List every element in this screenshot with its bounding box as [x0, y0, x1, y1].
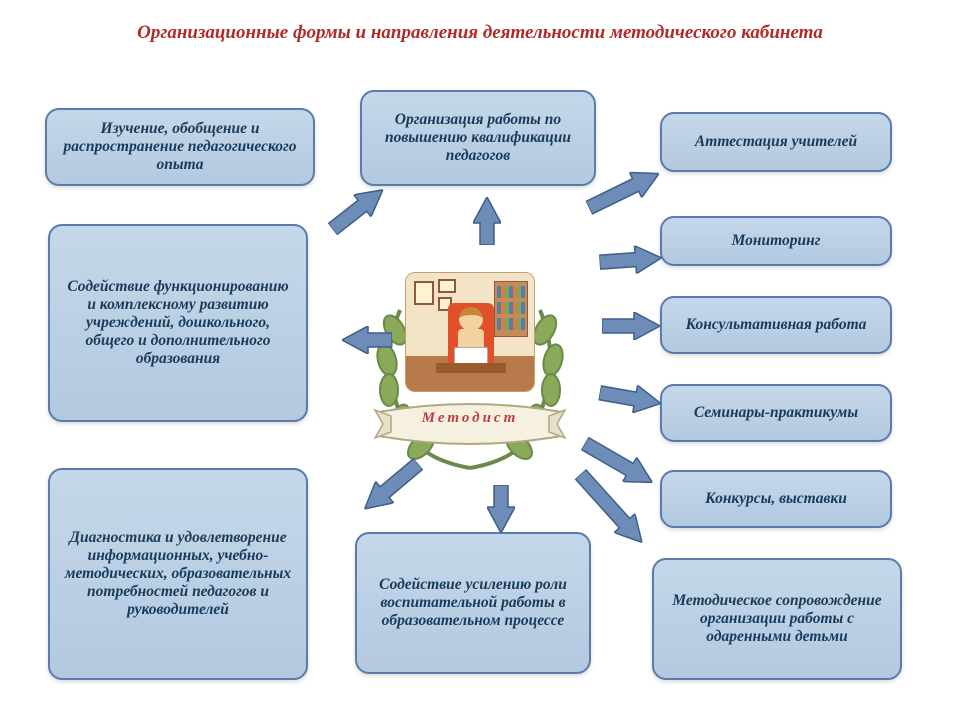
- box-label: Организация работы по повышению квалифик…: [376, 111, 580, 165]
- box-label: Содействие функционированию и комплексно…: [64, 278, 292, 368]
- box-label: Изучение, обобщение и распространение пе…: [61, 120, 299, 174]
- arrow-development: [342, 326, 392, 340]
- box-label: Аттестация учителей: [695, 133, 857, 151]
- box-label: Консультативная работа: [686, 316, 867, 334]
- arrow-study-experience: [332, 190, 391, 240]
- box-diagnostics: Диагностика и удовлетворение информацион…: [48, 468, 308, 680]
- arrow-education-role: [487, 485, 501, 533]
- arrow-seminars: [597, 393, 660, 418]
- arrow-attestation: [589, 174, 665, 221]
- box-label: Мониторинг: [732, 232, 821, 250]
- box-seminars: Семинары-практикумы: [660, 384, 892, 442]
- arrow-monitoring: [600, 258, 663, 276]
- box-label: Конкурсы, выставки: [705, 490, 847, 508]
- box-qualification: Организация работы по повышению квалифик…: [360, 90, 596, 186]
- box-label: Диагностика и удовлетворение информацион…: [64, 529, 292, 619]
- page-title: Организационные формы и направления деят…: [0, 22, 960, 44]
- box-consultative: Консультативная работа: [660, 296, 892, 354]
- box-gifted: Методическое сопровождение организации р…: [652, 558, 902, 680]
- arrow-consultative: [602, 326, 660, 340]
- arrow-qualification: [487, 197, 501, 245]
- box-education-role: Содействие усилению роли воспитательной …: [355, 532, 591, 674]
- center-label: Методист: [355, 410, 585, 427]
- center-badge: Методист: [355, 250, 585, 480]
- methodist-illustration-icon: [405, 272, 535, 392]
- box-label: Содействие усилению роли воспитательной …: [371, 576, 575, 630]
- box-label: Методическое сопровождение организации р…: [668, 592, 886, 646]
- box-study-experience: Изучение, обобщение и распространение пе…: [45, 108, 315, 186]
- box-attestation: Аттестация учителей: [660, 112, 892, 172]
- box-development: Содействие функционированию и комплексно…: [48, 224, 308, 422]
- box-label: Семинары-практикумы: [694, 404, 858, 422]
- box-competitions: Конкурсы, выставки: [660, 470, 892, 528]
- box-monitoring: Мониторинг: [660, 216, 892, 266]
